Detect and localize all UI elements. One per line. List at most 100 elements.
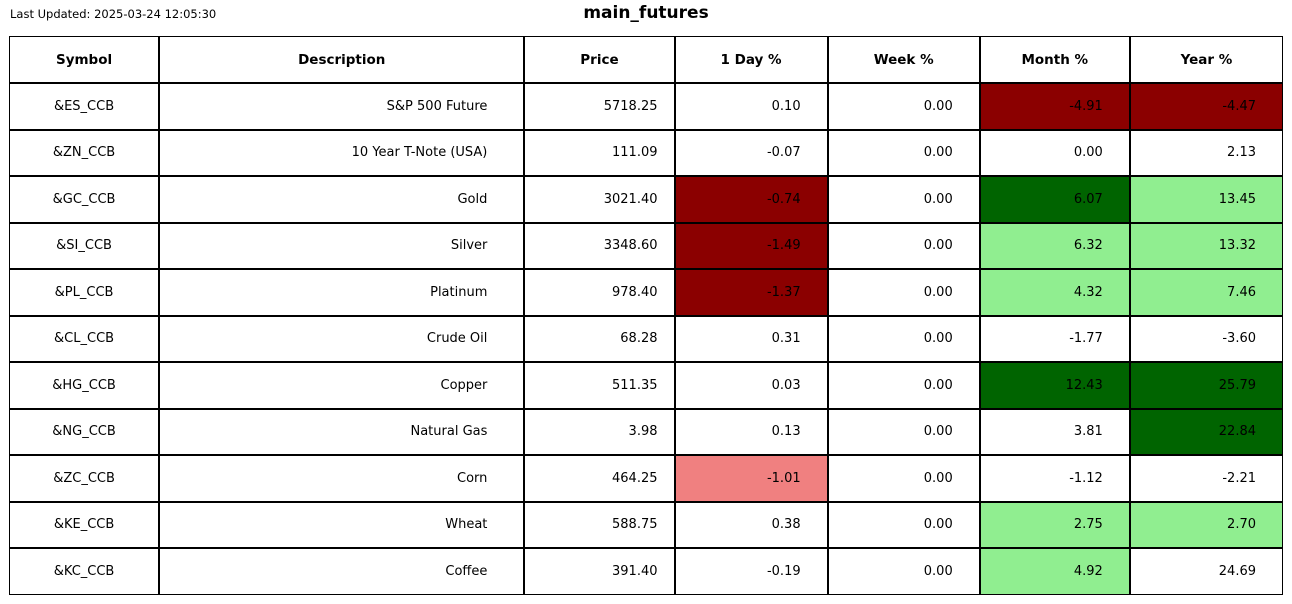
cell-symbol: &KE_CCB	[9, 501, 160, 548]
cell-description: 10 Year T-Note (USA)	[159, 129, 525, 176]
cell-year: 2.70	[1129, 501, 1283, 548]
cell-week: 0.00	[827, 408, 980, 455]
futures-table: Symbol Description Price 1 Day % Week % Month…	[9, 36, 1283, 595]
cell-day: -0.07	[674, 129, 828, 176]
table-row: &SI_CCB Silver 3348.60 -1.49 0.00 6.32 13.32	[9, 222, 1283, 269]
cell-day: -1.49	[674, 222, 828, 269]
cell-price: 68.28	[524, 315, 675, 362]
cell-week: 0.00	[827, 176, 980, 223]
cell-year: 7.46	[1129, 269, 1283, 316]
cell-description: Platinum	[159, 269, 525, 316]
table-row: &ES_CCB S&P 500 Future 5718.25 0.10 0.00 -4.9…	[9, 83, 1283, 130]
cell-month: -1.77	[979, 315, 1130, 362]
cell-day: 0.38	[674, 501, 828, 548]
cell-day: -1.01	[674, 455, 828, 502]
cell-price: 588.75	[524, 501, 675, 548]
cell-month: 6.32	[979, 222, 1130, 269]
cell-year: 13.32	[1129, 222, 1283, 269]
cell-day: -1.37	[674, 269, 828, 316]
cell-description: Wheat	[159, 501, 525, 548]
table-row: &KC_CCB Coffee 391.40 -0.19 0.00 4.92 24.69	[9, 548, 1283, 595]
cell-month: 6.07	[979, 176, 1130, 223]
column-header-month: Month %	[979, 36, 1130, 83]
cell-day: 0.31	[674, 315, 828, 362]
cell-month: 4.92	[979, 548, 1130, 595]
cell-month: 4.32	[979, 269, 1130, 316]
table-row: &CL_CCB Crude Oil 68.28 0.31 0.00 -1.77 -3.60	[9, 315, 1283, 362]
cell-year: 22.84	[1129, 408, 1283, 455]
cell-week: 0.00	[827, 269, 980, 316]
cell-description: Gold	[159, 176, 525, 223]
cell-symbol: &PL_CCB	[9, 269, 160, 316]
cell-week: 0.00	[827, 362, 980, 409]
cell-price: 3.98	[524, 408, 675, 455]
cell-day: 0.10	[674, 83, 828, 130]
cell-year: -4.47	[1129, 83, 1283, 130]
cell-symbol: &GC_CCB	[9, 176, 160, 223]
table-row: &KE_CCB Wheat 588.75 0.38 0.00 2.75 2.70	[9, 501, 1283, 548]
page-title: main_futures	[583, 3, 709, 23]
cell-year: 25.79	[1129, 362, 1283, 409]
cell-symbol: &ZN_CCB	[9, 129, 160, 176]
cell-month: 2.75	[979, 501, 1130, 548]
table-row: &HG_CCB Copper 511.35 0.03 0.00 12.43 25.79	[9, 362, 1283, 409]
cell-week: 0.00	[827, 455, 980, 502]
cell-month: -1.12	[979, 455, 1130, 502]
cell-price: 111.09	[524, 129, 675, 176]
cell-month: 12.43	[979, 362, 1130, 409]
cell-year: -3.60	[1129, 315, 1283, 362]
cell-symbol: &CL_CCB	[9, 315, 160, 362]
column-header-year: Year %	[1129, 36, 1283, 83]
table-header-row: Symbol Description Price 1 Day % Week % Month…	[9, 36, 1283, 83]
cell-month: 0.00	[979, 129, 1130, 176]
cell-month: -4.91	[979, 83, 1130, 130]
column-header-day: 1 Day %	[674, 36, 828, 83]
cell-year: 2.13	[1129, 129, 1283, 176]
cell-year: 24.69	[1129, 548, 1283, 595]
cell-day: -0.74	[674, 176, 828, 223]
cell-symbol: &ZC_CCB	[9, 455, 160, 502]
column-header-price: Price	[524, 36, 675, 83]
cell-price: 391.40	[524, 548, 675, 595]
cell-price: 978.40	[524, 269, 675, 316]
cell-description: Coffee	[159, 548, 525, 595]
cell-description: Copper	[159, 362, 525, 409]
cell-week: 0.00	[827, 315, 980, 362]
column-header-description: Description	[159, 36, 525, 83]
cell-symbol: &NG_CCB	[9, 408, 160, 455]
cell-description: Natural Gas	[159, 408, 525, 455]
table-row: &PL_CCB Platinum 978.40 -1.37 0.00 4.32 7.46	[9, 269, 1283, 316]
cell-week: 0.00	[827, 83, 980, 130]
cell-symbol: &SI_CCB	[9, 222, 160, 269]
column-header-symbol: Symbol	[9, 36, 160, 83]
last-updated-timestamp: Last Updated: 2025-03-24 12:05:30	[10, 7, 217, 21]
table-row: &NG_CCB Natural Gas 3.98 0.13 0.00 3.81 22.84	[9, 408, 1283, 455]
cell-price: 3021.40	[524, 176, 675, 223]
table-row: &ZC_CCB Corn 464.25 -1.01 0.00 -1.12 -2.21	[9, 455, 1283, 502]
table-row: &ZN_CCB 10 Year T-Note (USA) 111.09 -0.07 0.…	[9, 129, 1283, 176]
column-header-week: Week %	[827, 36, 980, 83]
cell-day: 0.03	[674, 362, 828, 409]
cell-symbol: &ES_CCB	[9, 83, 160, 130]
cell-description: Corn	[159, 455, 525, 502]
cell-price: 464.25	[524, 455, 675, 502]
cell-description: Crude Oil	[159, 315, 525, 362]
cell-year: 13.45	[1129, 176, 1283, 223]
cell-price: 511.35	[524, 362, 675, 409]
cell-week: 0.00	[827, 129, 980, 176]
cell-price: 3348.60	[524, 222, 675, 269]
cell-description: Silver	[159, 222, 525, 269]
cell-month: 3.81	[979, 408, 1130, 455]
cell-description: S&P 500 Future	[159, 83, 525, 130]
cell-day: 0.13	[674, 408, 828, 455]
cell-week: 0.00	[827, 501, 980, 548]
cell-week: 0.00	[827, 548, 980, 595]
cell-week: 0.00	[827, 222, 980, 269]
table-row: &GC_CCB Gold 3021.40 -0.74 0.00 6.07 13.45	[9, 176, 1283, 223]
cell-day: -0.19	[674, 548, 828, 595]
cell-year: -2.21	[1129, 455, 1283, 502]
cell-price: 5718.25	[524, 83, 675, 130]
cell-symbol: &KC_CCB	[9, 548, 160, 595]
cell-symbol: &HG_CCB	[9, 362, 160, 409]
